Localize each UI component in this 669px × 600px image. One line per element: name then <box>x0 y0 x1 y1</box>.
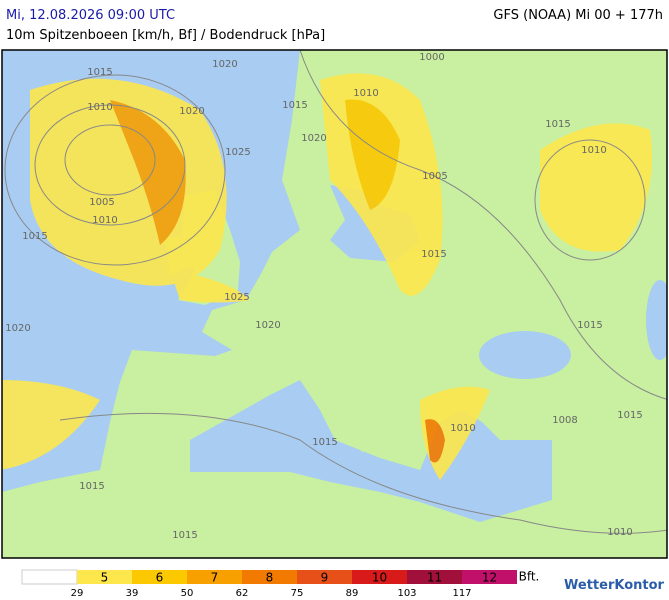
isobar-label: 1025 <box>225 147 250 158</box>
legend-kmh: 75 <box>291 588 304 599</box>
legend-box <box>187 570 242 584</box>
isobar-label: 1020 <box>301 133 326 144</box>
header-subtitle: 10m Spitzenboeen [km/h, Bf] / Bodendruck… <box>6 28 325 43</box>
legend-bft: 6 <box>156 571 164 585</box>
legend-box <box>242 570 297 584</box>
isobar-label: 1010 <box>92 215 117 226</box>
isobar-label: 1020 <box>5 323 30 334</box>
legend-kmh: 89 <box>346 588 359 599</box>
legend-bft: 11 <box>427 571 442 585</box>
isobar-label: 1015 <box>282 100 307 111</box>
isobar-label: 1010 <box>353 88 378 99</box>
legend-kmh: 29 <box>71 588 84 599</box>
legend-box <box>132 570 187 584</box>
isobar-label: 1008 <box>552 415 577 426</box>
isobar-label: 1015 <box>87 67 112 78</box>
isobar-label: 1010 <box>581 145 606 156</box>
legend-kmh: 103 <box>397 588 416 599</box>
isobar-label: 1005 <box>89 197 114 208</box>
legend-box <box>352 570 407 584</box>
legend-bft: 12 <box>482 571 497 585</box>
isobar-label: 1010 <box>450 423 475 434</box>
isobar-label: 1015 <box>172 530 197 541</box>
legend-box <box>462 570 517 584</box>
legend-bft: 5 <box>101 571 109 585</box>
legend-box <box>21 569 78 585</box>
isobar-label: 1005 <box>422 171 447 182</box>
legend-bft: 7 <box>211 571 219 585</box>
legend-bft: 8 <box>266 571 274 585</box>
isobar-label: 1010 <box>607 527 632 538</box>
map: 1015 1020 1010 1020 1015 1025 1005 1010 1015 1020… <box>2 50 667 558</box>
isobar-label: 1015 <box>577 320 602 331</box>
legend-box <box>407 570 462 584</box>
isobar-label: 1025 <box>224 292 249 303</box>
legend-bft: 9 <box>321 571 329 585</box>
legend-unit: Bft. <box>519 570 540 584</box>
isobar-label: 1020 <box>179 106 204 117</box>
isobar-label: 1015 <box>421 249 446 260</box>
isobar-label: 1015 <box>545 119 570 130</box>
isobar-label: 1020 <box>212 59 237 70</box>
legend-box <box>297 570 352 584</box>
isobar-label: 1015 <box>22 231 47 242</box>
isobar-label: 1020 <box>255 320 280 331</box>
legend-box <box>77 570 132 584</box>
legend-kmh: 50 <box>181 588 194 599</box>
isobar-label: 1015 <box>312 437 337 448</box>
isobar-label: 1015 <box>617 410 642 421</box>
legend-kmh: 117 <box>452 588 471 599</box>
header-model: GFS (NOAA) Mi 00 + 177h <box>493 8 663 23</box>
isobar-label: 1010 <box>87 102 112 113</box>
isobar-label: 1000 <box>419 52 444 63</box>
isobar-label: 1015 <box>79 481 104 492</box>
legend-kmh: 39 <box>126 588 139 599</box>
legend-kmh: 62 <box>236 588 249 599</box>
header-title: Mi, 12.08.2026 09:00 UTC <box>6 8 175 23</box>
legend-bft: 10 <box>372 571 387 585</box>
map-frame <box>1 49 668 559</box>
logo: WetterKontor <box>564 578 665 593</box>
